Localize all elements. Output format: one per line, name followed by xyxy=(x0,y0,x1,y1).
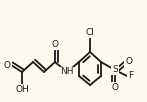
Text: O: O xyxy=(112,83,118,92)
Text: S: S xyxy=(112,65,118,74)
Text: OH: OH xyxy=(15,85,29,94)
Text: O: O xyxy=(4,60,11,69)
Text: O: O xyxy=(125,58,132,67)
Text: NH: NH xyxy=(60,68,74,76)
Text: Cl: Cl xyxy=(86,28,94,37)
Text: O: O xyxy=(51,40,59,49)
Text: F: F xyxy=(128,72,133,80)
